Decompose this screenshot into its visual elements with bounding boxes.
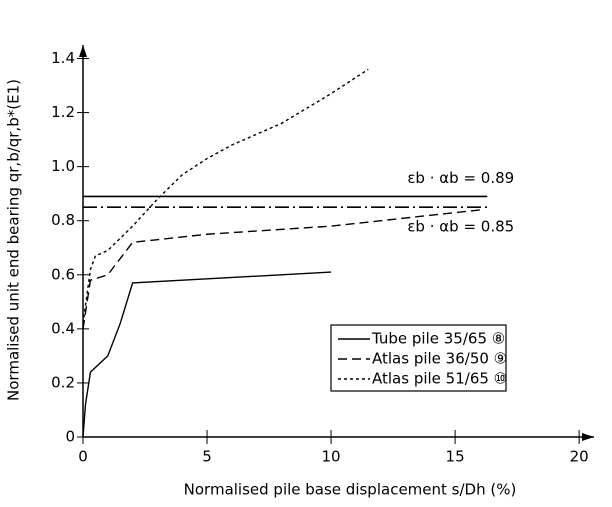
x-axis-label: Normalised pile base displacement s/Dh (…: [184, 481, 517, 499]
y-arrow: [79, 45, 87, 57]
y-tick-label: 0.8: [51, 211, 75, 229]
legend-label: Atlas pile 36/50 ⑨: [372, 350, 507, 368]
y-tick-label: 0: [65, 428, 75, 446]
x-tick-label: 0: [78, 448, 88, 466]
y-axis-label: Normalised unit end bearing qr,b/qr,b*(E…: [5, 79, 23, 401]
x-tick-label: 10: [322, 448, 341, 466]
reference-label: εb · αb = 0.85: [407, 218, 514, 236]
legend: Tube pile 35/65 ⑧ Atlas pile 36/50 ⑨ Atlas…: [330, 324, 507, 392]
x-tick-label: 5: [202, 448, 212, 466]
series-line: [82, 271, 332, 438]
legend-label: Tube pile 35/65 ⑧: [371, 330, 505, 348]
x-arrow: [582, 433, 594, 441]
reference-label: εb · αb = 0.89: [407, 169, 514, 187]
y-tick-label: 0.4: [51, 319, 75, 337]
series-line: [82, 68, 369, 324]
y-tick-label: 1.0: [51, 157, 75, 175]
y-tick-label: 1.2: [51, 103, 75, 121]
y-tick-label: 0.6: [51, 265, 75, 283]
y-tick-label: 1.4: [51, 49, 75, 67]
series-line: [82, 209, 480, 329]
y-tick-label: 0.2: [51, 373, 75, 391]
legend-label: Atlas pile 51/65 ⑩: [372, 370, 507, 388]
legend-box: [330, 324, 507, 392]
x-tick-label: 20: [570, 448, 589, 466]
x-tick-label: 15: [446, 448, 465, 466]
